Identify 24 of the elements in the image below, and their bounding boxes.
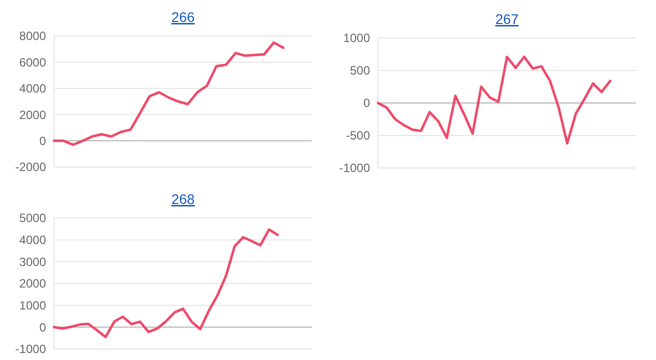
chart-title: 268 (171, 191, 195, 207)
y-tick-label: 0 (39, 320, 46, 334)
y-tick-label: -1000 (15, 342, 46, 356)
y-tick-label: 4000 (19, 82, 46, 96)
chart-title: 266 (171, 9, 195, 25)
y-tick-label: 8000 (19, 29, 46, 44)
y-tick-label: -2000 (15, 160, 46, 174)
line-series (52, 41, 285, 146)
y-tick-label: 4000 (19, 233, 46, 248)
y-tick-label: 500 (350, 64, 370, 78)
line-series (376, 56, 612, 145)
line-series (52, 228, 279, 338)
chart-title: 267 (495, 11, 519, 27)
y-tick-label: 1000 (19, 298, 46, 313)
y-tick-label: 0 (39, 134, 46, 148)
y-tick-label: 6000 (19, 55, 46, 70)
y-tick-label: 5000 (19, 211, 46, 226)
y-tick-label: 1000 (343, 31, 370, 46)
y-tick-label: -1000 (339, 161, 370, 176)
y-tick-label: 0 (363, 96, 370, 110)
y-tick-label: 2000 (19, 108, 46, 122)
y-tick-label: 2000 (19, 276, 46, 291)
y-tick-label: -500 (346, 128, 370, 143)
y-tick-label: 3000 (19, 254, 46, 269)
